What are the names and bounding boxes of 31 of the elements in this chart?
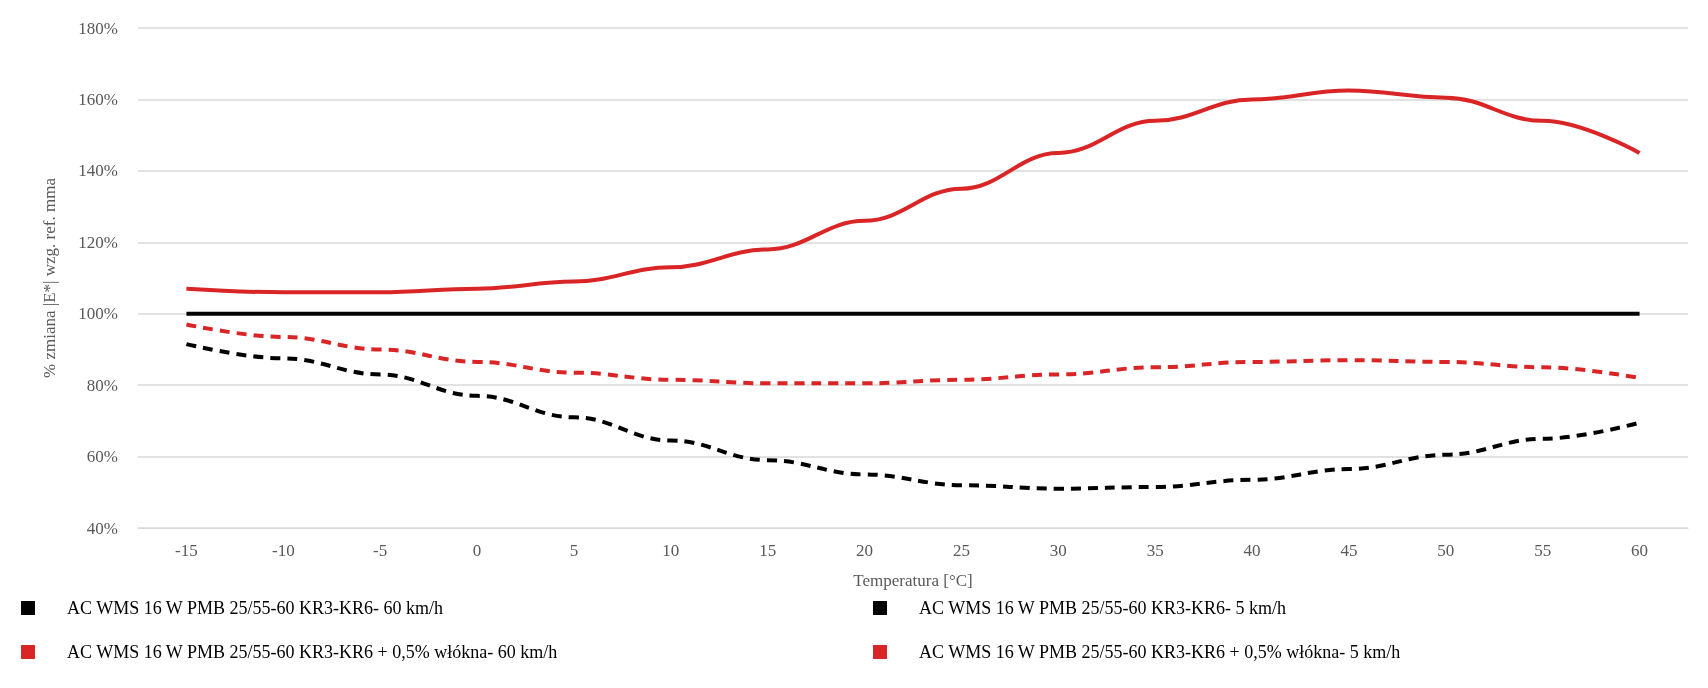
line-series: [184, 88, 1642, 295]
legend-label: AC WMS 16 W PMB 25/55-60 KR3-KR6 + 0,5% włókna- 60 km/h: [67, 642, 558, 662]
y-axis-title: % zmiana |E*| wzg. ref. mma: [40, 177, 59, 378]
x-tick-label: 35: [1146, 541, 1164, 560]
y-tick-label: 140%: [78, 161, 118, 181]
legend-label: AC WMS 16 W PMB 25/55-60 KR3-KR6 + 0,5% włókna- 5 km/h: [919, 642, 1401, 662]
legend-label: AC WMS 16 W PMB 25/55-60 KR3-KR6- 60 km/h: [67, 598, 444, 618]
x-tick-label: 30: [1049, 541, 1067, 560]
x-tick-label: 55: [1534, 541, 1552, 560]
x-tick-label: 40: [1243, 541, 1261, 560]
x-tick-label: 5: [569, 541, 579, 560]
y-tick-label: 80%: [86, 375, 118, 395]
y-tick-label: 60%: [86, 447, 118, 467]
x-tick-label: 0: [472, 541, 482, 560]
x-tick-label: -5: [373, 541, 388, 560]
x-tick-label: -15: [175, 541, 198, 560]
y-tick-label: 40%: [86, 518, 118, 538]
x-tick-label: 20: [856, 541, 874, 560]
y-tick-label: 100%: [78, 304, 118, 324]
y-tick-label: 120%: [78, 232, 118, 252]
x-tick-label: 10: [662, 541, 680, 560]
y-tick-label: 180%: [78, 18, 118, 38]
x-tick-label: 25: [952, 541, 970, 560]
x-tick-label: -10: [271, 541, 295, 560]
x-tick-label: 15: [759, 541, 777, 560]
y-tick-label: 160%: [78, 89, 118, 109]
legend-label: AC WMS 16 W PMB 25/55-60 KR3-KR6- 5 km/h: [919, 598, 1287, 618]
x-tick-label: 50: [1437, 541, 1455, 560]
x-axis-title: Temperatura [°C]: [853, 571, 973, 590]
x-tick-label: 60: [1631, 541, 1649, 560]
x-tick-label: 45: [1340, 541, 1358, 560]
